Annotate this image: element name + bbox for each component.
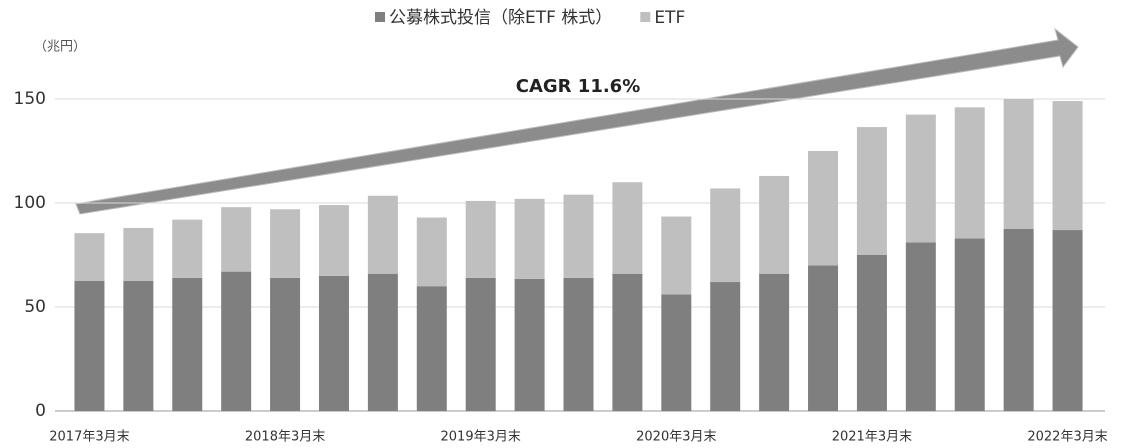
bar-segment bbox=[1052, 101, 1083, 231]
bar-segment bbox=[563, 194, 594, 278]
x-tick-label: 2020年3月末 bbox=[636, 430, 716, 445]
legend-swatch bbox=[640, 12, 651, 22]
bar-segment bbox=[465, 277, 496, 411]
bar-segment bbox=[563, 277, 594, 411]
bar-segment bbox=[905, 242, 936, 411]
bar-segment bbox=[954, 238, 985, 411]
unit-label: （兆円） bbox=[34, 40, 86, 55]
bar-segment bbox=[808, 265, 839, 411]
bar-segment bbox=[954, 107, 985, 239]
bar-segment bbox=[661, 216, 692, 295]
bar-segment bbox=[465, 200, 496, 278]
bar-segment bbox=[1003, 99, 1034, 229]
bar-segment bbox=[759, 273, 790, 411]
bar-segment bbox=[661, 294, 692, 411]
x-tick-label: 2022年3月末 bbox=[1027, 430, 1107, 445]
bar-segment bbox=[612, 273, 643, 411]
bar-segment bbox=[759, 175, 790, 274]
bar-segment bbox=[905, 114, 936, 243]
bar-segment bbox=[416, 286, 447, 411]
bar-segment bbox=[172, 277, 203, 411]
bar-segment bbox=[74, 281, 105, 411]
y-tick-label: 150 bbox=[14, 89, 46, 109]
x-tick-label: 2019年3月末 bbox=[441, 430, 521, 445]
legend: 公募株式投信（除ETF 株式） ETF bbox=[375, 8, 685, 28]
bar-segment bbox=[270, 277, 301, 411]
bar-segment bbox=[856, 255, 887, 411]
legend-label: ETF bbox=[654, 8, 685, 28]
bar-segment bbox=[367, 273, 398, 411]
bar-segment bbox=[367, 195, 398, 274]
bar-segment bbox=[318, 275, 349, 411]
bar-segment bbox=[123, 227, 154, 281]
bar-segment bbox=[123, 281, 154, 411]
cagr-annotation: CAGR 11.6% bbox=[516, 76, 641, 97]
bar-segment bbox=[270, 209, 301, 278]
bar-segment bbox=[514, 198, 545, 279]
trend-arrow bbox=[75, 27, 1079, 215]
bar-segment bbox=[1052, 230, 1083, 411]
y-tick-label: 0 bbox=[35, 401, 46, 421]
bar-segment bbox=[74, 233, 105, 281]
bar-segment bbox=[808, 151, 839, 266]
y-tick-label: 50 bbox=[24, 297, 46, 317]
x-tick-label: 2017年3月末 bbox=[49, 430, 129, 445]
bar-segment bbox=[416, 217, 447, 287]
bar-segment bbox=[612, 182, 643, 274]
bar-segment bbox=[221, 207, 252, 272]
bar-segment bbox=[710, 282, 741, 411]
bar-segment bbox=[856, 127, 887, 255]
bar-segment bbox=[1003, 229, 1034, 411]
bar-segment bbox=[318, 205, 349, 276]
bar-segment bbox=[514, 278, 545, 411]
legend-swatch bbox=[375, 12, 385, 22]
x-tick-label: 2018年3月末 bbox=[245, 430, 325, 445]
bar-segment bbox=[221, 271, 252, 411]
bar-segment bbox=[710, 188, 741, 283]
legend-label: 公募株式投信（除ETF 株式） bbox=[389, 8, 612, 28]
x-tick-label: 2021年3月末 bbox=[832, 430, 912, 445]
y-tick-label: 100 bbox=[14, 193, 46, 213]
bar-segment bbox=[172, 219, 203, 278]
